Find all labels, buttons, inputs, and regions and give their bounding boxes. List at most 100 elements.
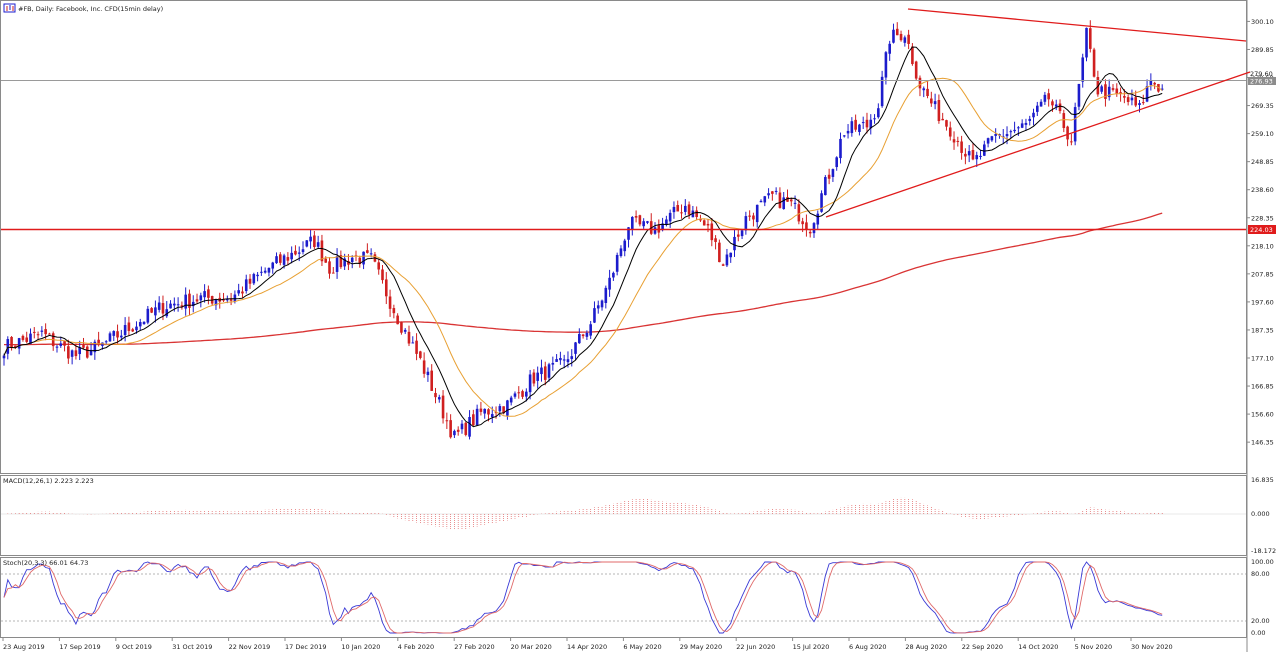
candles xyxy=(2,20,1164,440)
candle-body xyxy=(937,99,941,122)
candle-body xyxy=(1028,118,1032,121)
candle-body xyxy=(244,279,248,292)
candle-body xyxy=(154,307,157,316)
candle-body xyxy=(911,46,914,65)
candle-body xyxy=(407,331,411,344)
candle-body xyxy=(350,257,354,263)
time-tick-label: 22 Sep 2020 xyxy=(962,643,1003,651)
candle-body xyxy=(392,308,396,314)
candle-body xyxy=(593,308,596,323)
candle-body xyxy=(131,329,134,332)
candle-body xyxy=(767,193,770,196)
candle-body xyxy=(55,346,59,348)
candle-body xyxy=(1039,101,1043,107)
candle-body xyxy=(362,251,365,265)
candle-body xyxy=(608,277,611,290)
candle-body xyxy=(797,204,801,222)
candle-body xyxy=(430,370,434,391)
candle-body xyxy=(97,339,100,345)
candle-body xyxy=(702,220,706,226)
candle-body xyxy=(570,356,574,359)
moving-average-fast-line xyxy=(3,46,1163,428)
macd-tick-bottom: -18.172 xyxy=(1251,547,1276,555)
time-tick-label: 28 Aug 2020 xyxy=(905,643,947,651)
candle-body xyxy=(733,236,736,251)
candle-body xyxy=(169,303,172,309)
candle-body xyxy=(907,34,910,44)
candle-body xyxy=(63,341,66,346)
candle-body xyxy=(214,299,218,306)
time-tick-label: 10 Jan 2020 xyxy=(341,643,380,651)
candle-body xyxy=(930,98,933,104)
candle-body xyxy=(612,272,615,278)
candle-body xyxy=(812,223,816,234)
price-tick-label: 228.35 xyxy=(1251,214,1274,222)
candle-body xyxy=(25,337,29,342)
triangle-lower-trendline[interactable] xyxy=(825,71,1251,218)
candle-body xyxy=(120,335,123,338)
candle-body xyxy=(78,347,81,355)
price-axis: 300.10 289.85 279.60 269.35 259.10 248.85 238.… xyxy=(1247,18,1274,447)
candle-body xyxy=(426,371,430,376)
candle-body xyxy=(1073,107,1077,142)
candle-body xyxy=(411,342,415,344)
candle-body xyxy=(634,215,638,218)
time-tick-label: 14 Oct 2020 xyxy=(1018,643,1058,651)
candle-body xyxy=(884,52,888,78)
candle-body xyxy=(123,325,127,336)
candle-body xyxy=(718,242,721,263)
candle-body xyxy=(138,322,142,327)
price-tick-label: 187.35 xyxy=(1251,326,1274,334)
candle-body xyxy=(540,367,543,375)
candle-body xyxy=(850,121,854,134)
candle-body xyxy=(498,406,502,412)
price-tick-label: 197.60 xyxy=(1251,298,1274,306)
candle-body xyxy=(729,252,733,258)
time-tick-label: 4 Feb 2020 xyxy=(398,643,434,651)
candle-body xyxy=(331,272,335,274)
candle-body xyxy=(839,138,842,159)
candle-body xyxy=(17,338,21,349)
candle-body xyxy=(1134,97,1138,106)
candle-body xyxy=(604,287,608,304)
candle-body xyxy=(1153,82,1156,85)
price-tick-label: 156.60 xyxy=(1251,411,1274,419)
candle-body xyxy=(960,141,963,153)
candle-body xyxy=(1051,101,1054,106)
candle-body xyxy=(695,210,698,217)
candle-body xyxy=(347,261,350,265)
candle-body xyxy=(971,149,975,160)
candle-body xyxy=(116,331,119,338)
candle-body xyxy=(248,278,252,284)
candle-body xyxy=(528,374,532,393)
triangle-upper-trendline[interactable] xyxy=(907,8,1247,42)
candle-body xyxy=(771,191,774,194)
candle-body xyxy=(986,138,990,144)
candle-body xyxy=(895,28,899,36)
candle-body xyxy=(1054,104,1058,107)
symbol-icon xyxy=(3,3,16,13)
candle-body xyxy=(1160,88,1164,90)
candle-body xyxy=(146,308,150,323)
candle-body xyxy=(1020,123,1024,128)
price-tick-label: 218.10 xyxy=(1251,242,1274,250)
candle-body xyxy=(339,255,343,268)
candle-body xyxy=(184,294,187,309)
candle-body xyxy=(846,130,850,134)
candle-body xyxy=(48,333,51,335)
candle-body xyxy=(684,205,687,212)
candle-body xyxy=(415,340,418,354)
candle-body xyxy=(313,235,316,247)
candle-body xyxy=(899,33,903,41)
candle-body xyxy=(543,366,547,380)
candle-body xyxy=(506,400,509,416)
stochastic-main-line xyxy=(3,561,1163,634)
candle-body xyxy=(59,343,63,346)
candle-body xyxy=(449,420,452,438)
candle-body xyxy=(983,144,986,156)
candle-body xyxy=(112,331,116,336)
candle-body xyxy=(388,296,392,309)
candle-body xyxy=(956,140,960,142)
candle-body xyxy=(237,290,240,294)
candle-body xyxy=(1138,103,1141,106)
